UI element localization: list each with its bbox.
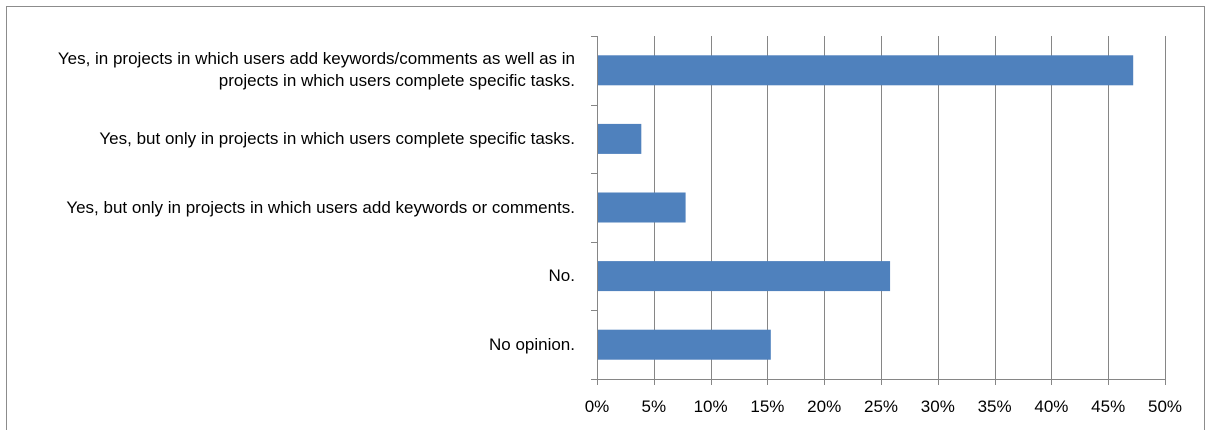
x-tick-label: 30% <box>921 397 955 416</box>
category-label: No opinion. <box>488 334 575 354</box>
bar <box>598 192 686 223</box>
category-label: Yes, but only in projects in which users… <box>99 128 575 148</box>
bar <box>598 261 891 292</box>
bar <box>598 123 642 154</box>
bars <box>598 55 1134 360</box>
x-tick-label: 25% <box>864 397 898 416</box>
category-label: No. <box>548 266 575 286</box>
gridlines <box>654 36 1166 379</box>
bar <box>598 55 1134 86</box>
x-tick-label: 50% <box>1148 397 1182 416</box>
x-tick-label: 35% <box>978 397 1012 416</box>
x-tick-label: 45% <box>1091 397 1125 416</box>
x-tick-labels: 0% 5% 10% 15% 20% 25% 30% 35% 40% 45% 50% <box>585 397 1182 416</box>
x-tick-label: 40% <box>1034 397 1068 416</box>
x-tick-label: 0% <box>585 397 610 416</box>
x-tick-label: 10% <box>694 397 728 416</box>
bar <box>598 329 771 360</box>
x-tick-label: 5% <box>642 397 667 416</box>
axes <box>591 36 1166 385</box>
x-tick-label: 20% <box>807 397 841 416</box>
category-label: Yes, but only in projects in which users… <box>66 197 575 217</box>
x-tick-label: 15% <box>750 397 784 416</box>
category-label: Yes, in projects in which users add keyw… <box>57 49 575 91</box>
